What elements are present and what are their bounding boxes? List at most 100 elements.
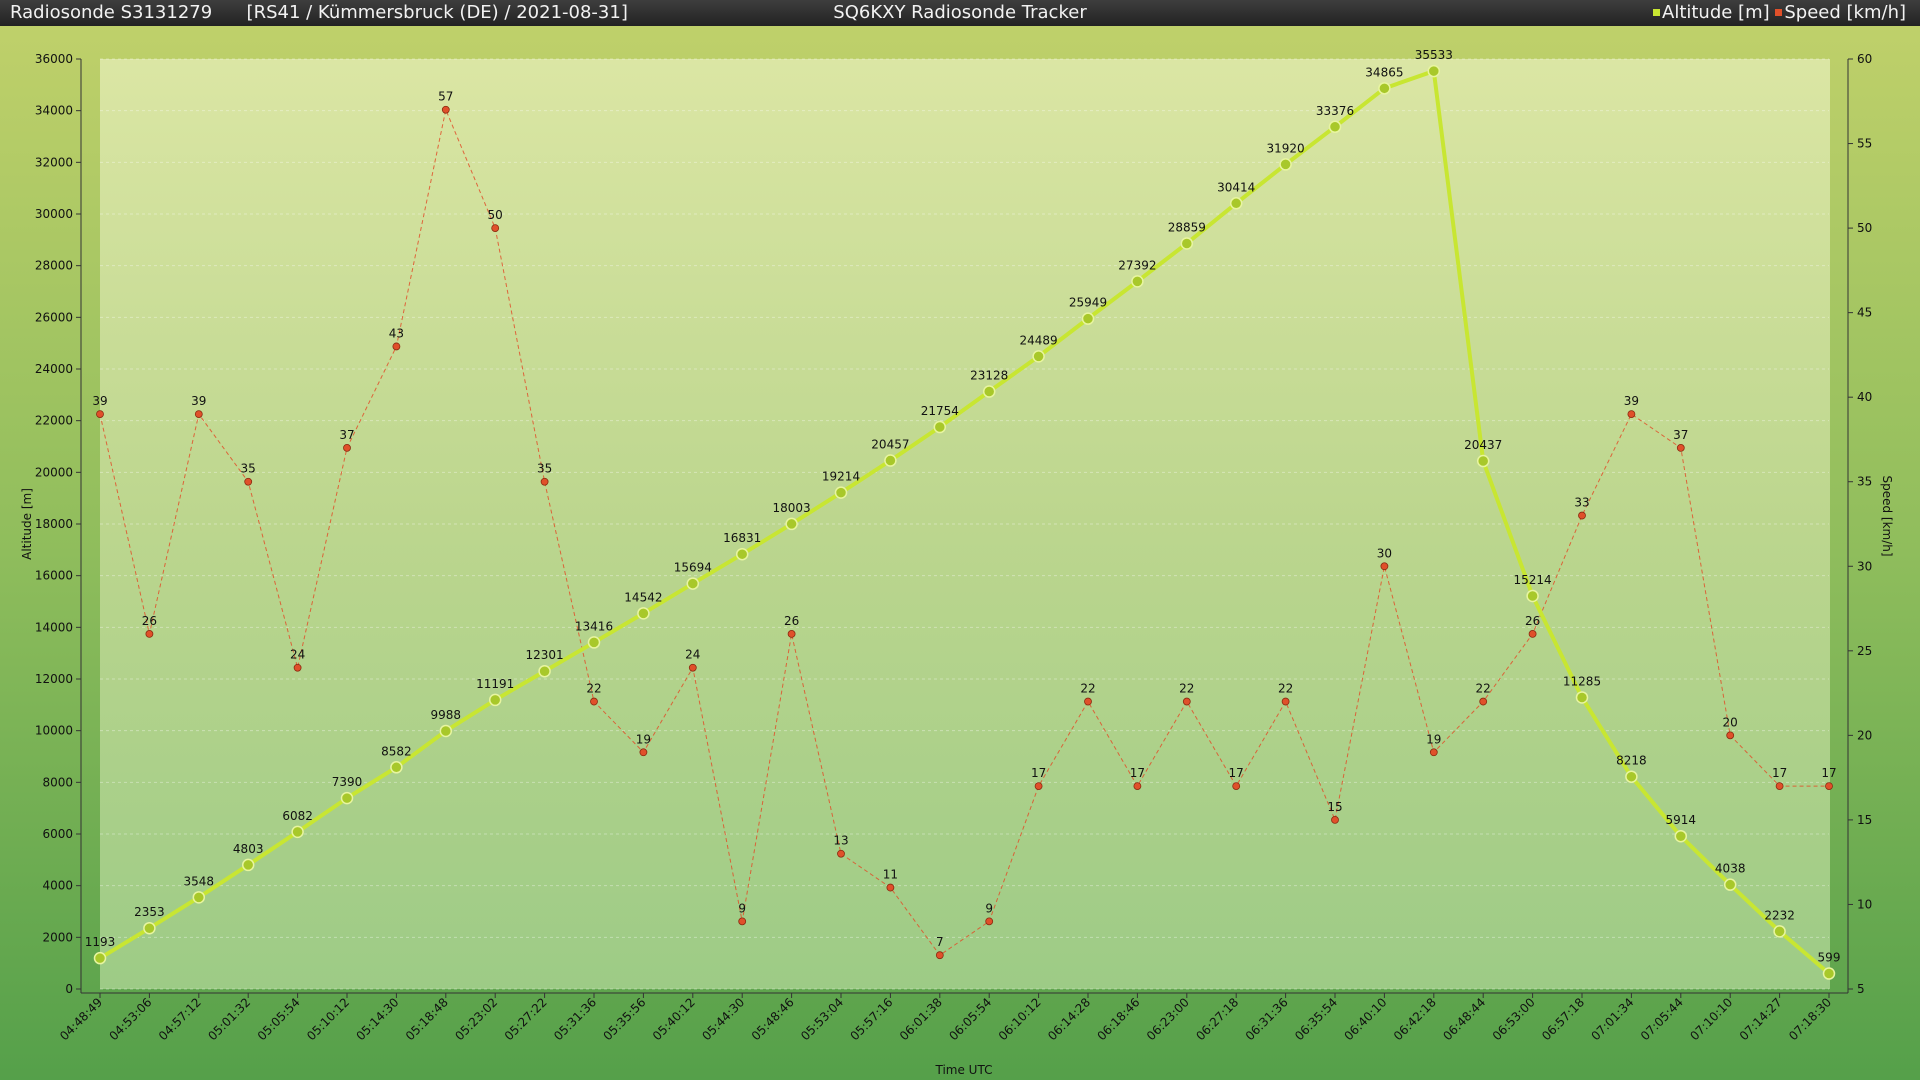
left-tick-label: 24000	[35, 362, 73, 376]
speed-point	[688, 663, 697, 672]
right-tick-label: 20	[1857, 728, 1872, 742]
speed-data-label: 50	[488, 208, 503, 222]
altitude-data-label: 15214	[1514, 573, 1552, 587]
speed-data-label: 17	[1031, 766, 1046, 780]
speed-point	[491, 224, 500, 232]
right-tick-label: 50	[1857, 221, 1872, 235]
speed-point	[1676, 444, 1685, 452]
altitude-point	[1131, 275, 1144, 288]
speed-series: 39 26 39 35 24 37 43 57 50 35 22 19 24 9 26 13 11 7 9 17 22 1…	[92, 90, 1837, 960]
speed-point	[1726, 731, 1735, 740]
speed-point	[738, 917, 747, 926]
altitude-data-label: 19214	[822, 470, 860, 484]
left-tick-label: 16000	[35, 569, 73, 583]
sonde-title: Radiosonde S3131279 [RS41 / Kümmersbruck…	[10, 2, 628, 23]
altitude-data-label: 25949	[1069, 296, 1107, 310]
left-tick-label: 28000	[35, 259, 73, 273]
altitude-point	[1674, 829, 1688, 843]
speed-point	[392, 342, 401, 351]
speed-point	[1479, 697, 1488, 706]
speed-data-label: 17	[1130, 766, 1145, 780]
right-tick-label: 5	[1857, 982, 1865, 996]
speed-point	[343, 444, 351, 452]
altitude-data-label: 23128	[970, 369, 1008, 383]
speed-data-label: 17	[1821, 766, 1836, 780]
altitude-data-label: 33376	[1316, 104, 1354, 118]
speed-data-label: 22	[1179, 682, 1194, 696]
speed-data-label: 17	[1229, 766, 1244, 780]
altitude-point	[834, 486, 848, 499]
speed-data-label: 37	[339, 428, 354, 442]
left-tick-label: 30000	[35, 207, 73, 221]
altitude-point	[1180, 237, 1194, 250]
speed-point	[1034, 782, 1043, 790]
speed-data-label: 9	[738, 901, 746, 915]
speed-data-label: 13	[833, 834, 848, 848]
speed-data-label: 39	[92, 394, 107, 408]
plot-area	[100, 59, 1830, 989]
altitude-line	[98, 69, 1831, 976]
altitude-data-label: 4803	[233, 842, 264, 856]
speed-data-label: 19	[1426, 732, 1441, 746]
speed-data-label: 26	[784, 614, 799, 628]
speed-point	[293, 663, 302, 672]
altitude-data-label: 16831	[723, 531, 761, 545]
speed-legend-swatch	[1775, 8, 1783, 16]
altitude-point	[735, 547, 749, 561]
altitude-legend-label: Altitude [m]	[1662, 2, 1770, 23]
altitude-point	[1328, 120, 1342, 134]
altitude-data-label: 14542	[624, 590, 662, 604]
speed-point	[1331, 816, 1339, 824]
speed-point	[639, 748, 648, 757]
right-tick-label: 55	[1857, 137, 1872, 151]
altitude-data-label: 15694	[674, 561, 712, 575]
speed-data-label: 43	[389, 326, 404, 340]
altitude-data-label: 7390	[332, 775, 363, 789]
altitude-data-label: 27392	[1118, 258, 1156, 272]
speed-point	[1429, 748, 1438, 757]
speed-data-label: 24	[685, 648, 700, 662]
altitude-point	[1822, 967, 1836, 980]
speed-point	[145, 630, 154, 638]
altitude-point	[93, 951, 107, 965]
left-tick-label: 26000	[35, 310, 73, 324]
left-tick-label: 6000	[42, 827, 73, 841]
speed-data-label: 39	[191, 394, 206, 408]
altitude-data-label: 13416	[575, 619, 613, 633]
left-tick-label: 4000	[42, 879, 73, 893]
left-y-axis-label: Altitude [m]	[20, 488, 34, 560]
altitude-data-label: 5914	[1666, 813, 1697, 827]
altitude-data-label: 21754	[921, 404, 959, 418]
altitude-point	[1032, 350, 1045, 363]
altitude-point	[340, 791, 354, 805]
left-tick-label: 10000	[35, 724, 73, 738]
left-tick-label: 36000	[35, 52, 73, 66]
speed-data-label: 19	[636, 732, 651, 746]
left-tick-label: 18000	[35, 517, 73, 531]
speed-point	[1232, 782, 1241, 790]
altitude-data-label: 12301	[526, 648, 564, 662]
altitude-point	[1081, 312, 1095, 325]
altitude-data-label: 28859	[1168, 220, 1206, 234]
altitude-data-label: 3548	[184, 874, 215, 888]
altitude-point	[1723, 878, 1737, 891]
speed-data-label: 57	[438, 90, 453, 104]
speed-data-label: 22	[1080, 682, 1095, 696]
left-tick-label: 32000	[35, 155, 73, 169]
left-tick-label: 14000	[35, 620, 73, 634]
altitude-data-label: 18003	[773, 501, 811, 515]
altitude-data-label: 4038	[1715, 862, 1746, 876]
speed-point	[1528, 630, 1537, 638]
altitude-data-label: 20437	[1464, 438, 1502, 452]
speed-point	[194, 410, 203, 418]
right-tick-label: 10	[1857, 897, 1872, 911]
speed-data-label: 39	[1624, 394, 1639, 408]
altitude-point	[587, 636, 601, 649]
altitude-data-label: 30414	[1217, 180, 1255, 194]
speed-data-label: 15	[1327, 800, 1342, 814]
speed-data-label: 33	[1574, 496, 1589, 510]
speed-point	[935, 951, 944, 960]
altitude-point	[1279, 158, 1292, 171]
altitude-point	[291, 825, 304, 839]
speed-data-label: 22	[1278, 682, 1293, 696]
